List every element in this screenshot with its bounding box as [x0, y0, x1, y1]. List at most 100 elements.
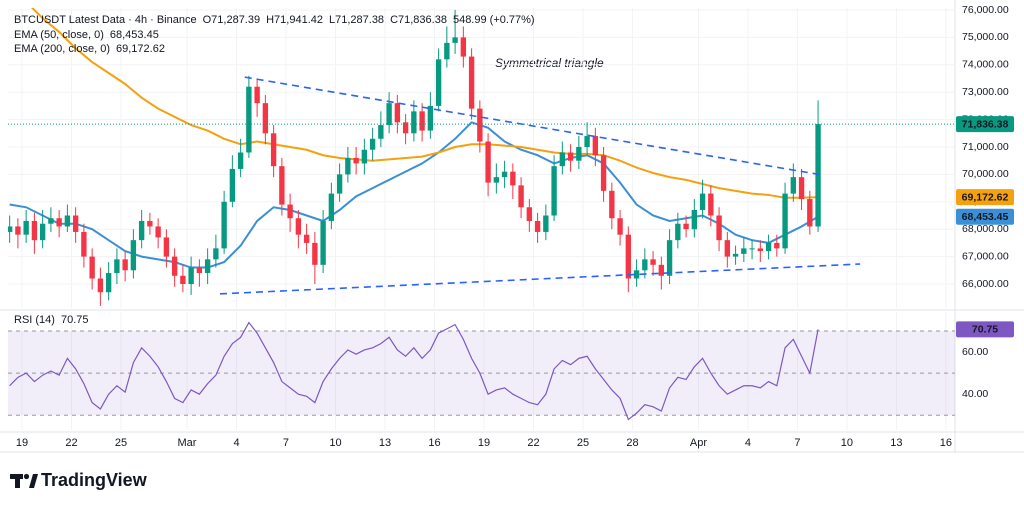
ema-last-label-box: [956, 208, 1014, 225]
legend-text: RSI (14): [14, 314, 55, 326]
candle-body: [493, 177, 500, 183]
candle-body: [246, 86, 252, 153]
last-price-label: 71,836.38: [962, 118, 1009, 130]
candle-body: [798, 177, 805, 200]
candle-body: [510, 171, 516, 186]
candle-body: [180, 275, 186, 284]
candle-body: [97, 278, 104, 293]
brand-logo: [10, 473, 38, 488]
candle-body: [592, 136, 599, 156]
candle-body: [782, 193, 788, 249]
candle-body: [221, 201, 227, 249]
candle-body: [336, 174, 343, 194]
candle-body: [394, 103, 401, 123]
candle-body: [402, 122, 409, 134]
x-tick-label: 10: [329, 437, 341, 449]
candle-body: [675, 223, 681, 241]
x-tick-label: 13: [379, 437, 391, 449]
candle-body: [526, 207, 533, 221]
y-tick-label: 70,000.00: [962, 168, 1009, 180]
candle-body: [56, 218, 62, 227]
candle-body: [427, 105, 434, 131]
candle-body: [683, 223, 689, 230]
trendline: [244, 76, 823, 176]
x-tick-label: 25: [115, 437, 127, 449]
rsi-last-label-box: [956, 321, 1014, 338]
candle-body: [757, 248, 764, 252]
candle-body: [559, 152, 566, 167]
candle-body: [312, 242, 318, 265]
x-tick-label: 13: [890, 437, 902, 449]
candle-body: [741, 248, 747, 254]
candle-body: [435, 59, 442, 106]
y-tick-label: 40.00: [962, 388, 988, 400]
candle-body: [534, 220, 541, 232]
candle-body: [171, 256, 178, 276]
candle-body: [31, 220, 38, 241]
candle-body: [633, 270, 640, 279]
candle-body: [378, 125, 384, 139]
candle-body: [39, 223, 46, 241]
candle-body: [460, 37, 467, 57]
x-tick-label: 10: [841, 437, 853, 449]
y-tick-label: 60.00: [962, 346, 988, 358]
ema-last-label: 69,172.62: [962, 191, 1009, 203]
legend-text: H71,941.42: [266, 14, 323, 26]
candle-body: [584, 136, 590, 147]
candle-body: [765, 242, 772, 252]
y-tick-label: 75,000.00: [962, 31, 1009, 43]
candle-body: [155, 226, 161, 238]
last-price-label-box: [956, 116, 1014, 133]
candle-body: [122, 259, 128, 271]
candle-body: [320, 220, 326, 265]
candle-body: [295, 218, 302, 235]
candle-body: [642, 259, 648, 271]
legend-text: 68,453.45: [110, 29, 159, 41]
trendline: [219, 263, 861, 295]
y-tick-label: 67,000.00: [962, 250, 1009, 262]
x-tick-label: 25: [577, 437, 589, 449]
y-tick-label: 66,000.00: [962, 278, 1009, 290]
candle-body: [625, 234, 632, 279]
candle-body: [699, 193, 706, 211]
candle-body: [666, 240, 673, 276]
legend-text: 69,172.62: [116, 43, 165, 55]
candle-body: [732, 253, 739, 257]
candle-body: [72, 215, 79, 232]
legend-text: EMA (200, close, 0): [14, 43, 110, 55]
candle-body: [807, 199, 813, 227]
candle-body: [485, 141, 491, 183]
candle-body: [237, 152, 244, 169]
candle-body: [89, 256, 95, 279]
candle-body: [130, 240, 137, 271]
candle-body: [15, 226, 21, 235]
candle-body: [691, 210, 698, 230]
candle-body: [708, 193, 714, 216]
x-tick-label: 16: [940, 437, 952, 449]
candle-body: [790, 177, 796, 194]
candle-body: [617, 218, 623, 235]
candle-body: [213, 248, 219, 260]
candle-body: [815, 124, 821, 227]
candle-body: [411, 111, 417, 134]
candle-body: [114, 259, 120, 274]
candle-body: [287, 204, 293, 219]
candle-body: [8, 226, 13, 232]
rsi-last-label: 70.75: [972, 324, 998, 336]
candle-body: [262, 103, 269, 134]
candle-body: [163, 237, 170, 257]
candle-body: [658, 264, 665, 276]
legend-text: C71,836.38: [390, 14, 447, 26]
y-tick-label: 68,000.00: [962, 223, 1009, 235]
x-tick-label: 4: [233, 437, 239, 449]
legend-text: O71,287.39: [203, 14, 261, 26]
candle-body: [64, 215, 71, 227]
candle-body: [353, 157, 359, 164]
brand-name: TradingView: [41, 470, 148, 490]
candle-body: [501, 171, 508, 178]
candle-body: [147, 220, 153, 227]
candle-body: [279, 166, 285, 205]
x-tick-label: Mar: [178, 437, 197, 449]
candle-body: [774, 242, 780, 249]
